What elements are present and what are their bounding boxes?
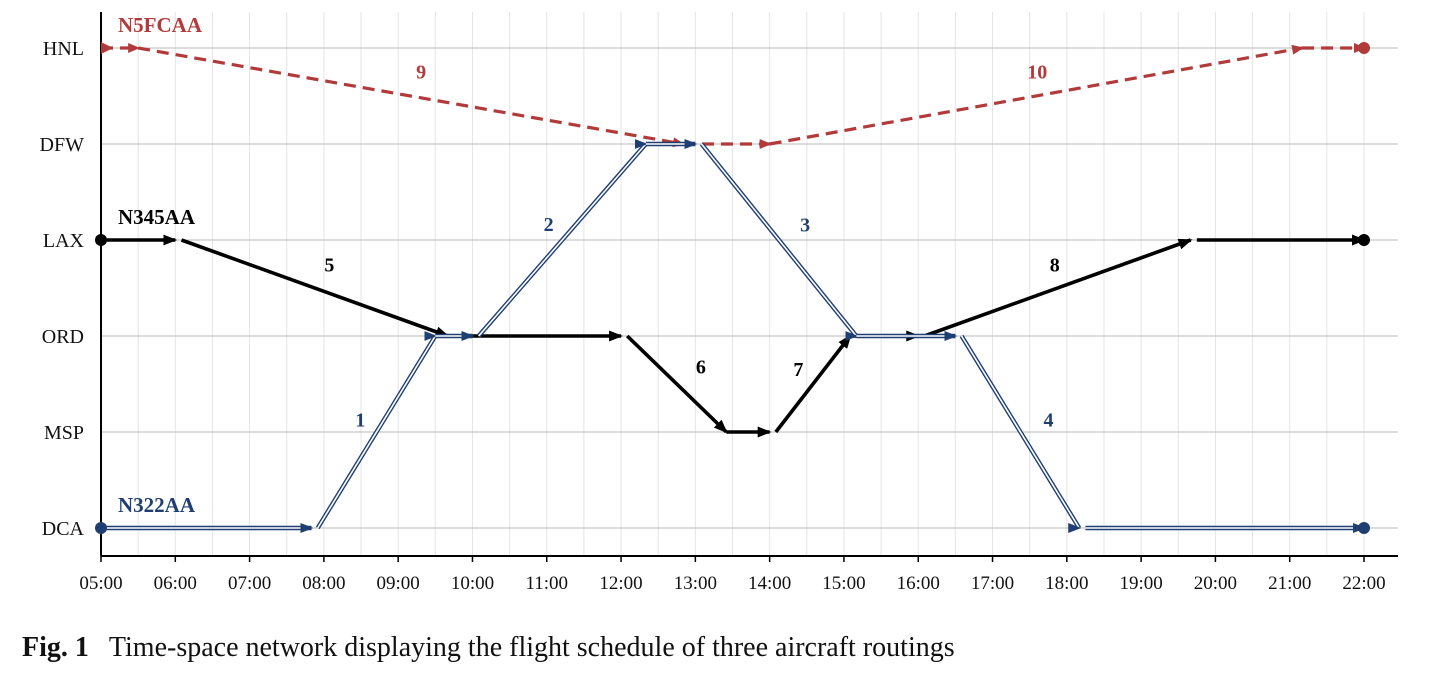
x-tick-label: 11:00 bbox=[525, 573, 568, 594]
flight-arc-1-inner bbox=[317, 335, 437, 529]
x-tick-label: 06:00 bbox=[154, 573, 197, 594]
series-N5FCAA: 9 10 N5FCAA bbox=[101, 13, 1370, 149]
time-space-network-chart: 05:00 06:00 07:00 08:00 09:00 10:00 11:00 12:00… bbox=[40, 12, 1398, 594]
flight-arc-2-inner bbox=[478, 143, 647, 337]
start-marker bbox=[101, 42, 113, 54]
flight-arc-4-inner bbox=[960, 335, 1080, 529]
flight-label: 9 bbox=[416, 61, 426, 83]
x-tick-label: 12:00 bbox=[599, 573, 642, 594]
end-marker bbox=[1358, 42, 1370, 54]
flight-label: 8 bbox=[1050, 255, 1060, 277]
series-N322AA: 1 2 3 4 N322AA bbox=[95, 139, 1370, 534]
flight-label: 5 bbox=[324, 255, 334, 277]
flight-label: 4 bbox=[1044, 409, 1054, 431]
flight-label: 1 bbox=[355, 409, 365, 431]
flight-arc-9 bbox=[137, 46, 685, 148]
x-tick-label: 19:00 bbox=[1119, 573, 1162, 594]
x-tick-label: 05:00 bbox=[79, 573, 122, 594]
caption-label: Fig. 1 bbox=[22, 632, 89, 663]
series-N345AA: 5 6 7 8 N345AA bbox=[95, 205, 1370, 438]
y-tick-label: MSP bbox=[44, 422, 84, 444]
y-tick-label: DCA bbox=[42, 518, 85, 540]
y-tick-label: LAX bbox=[43, 230, 85, 252]
x-tick-label: 22:00 bbox=[1342, 573, 1385, 594]
x-tick-label: 10:00 bbox=[451, 573, 494, 594]
x-tick-label: 08:00 bbox=[302, 573, 345, 594]
caption-text: Time-space network displaying the flight… bbox=[108, 632, 955, 663]
x-tick-label: 17:00 bbox=[971, 573, 1014, 594]
series-name-label: N345AA bbox=[118, 205, 196, 229]
flight-arc-8 bbox=[923, 238, 1193, 338]
x-tick-label: 13:00 bbox=[674, 573, 717, 594]
start-marker bbox=[95, 522, 107, 534]
y-tick-label: HNL bbox=[43, 38, 84, 60]
x-tick-label: 21:00 bbox=[1268, 573, 1311, 594]
y-tick-label: DFW bbox=[40, 134, 85, 156]
flight-label: 3 bbox=[800, 215, 810, 237]
flight-label: 7 bbox=[793, 359, 803, 381]
x-tick-label: 18:00 bbox=[1045, 573, 1088, 594]
series-name-label: N5FCAA bbox=[118, 13, 203, 37]
y-tick-label: ORD bbox=[42, 326, 84, 348]
flight-label: 2 bbox=[544, 214, 554, 236]
flight-arc-6 bbox=[625, 334, 728, 434]
x-tick-label: 07:00 bbox=[228, 573, 271, 594]
x-tick-label: 16:00 bbox=[897, 573, 940, 594]
flight-arc-10 bbox=[769, 44, 1305, 146]
flight-arc-7 bbox=[774, 334, 852, 434]
start-marker bbox=[95, 234, 107, 246]
series-name-label: N322AA bbox=[118, 493, 196, 517]
series: 9 10 N5FCAA 5 6 7 8 N345AA 1 2 3 4 N322AA bbox=[95, 13, 1370, 534]
x-tick-label: 15:00 bbox=[822, 573, 865, 594]
flight-arc-3-inner bbox=[700, 143, 857, 337]
flight-arc-5 bbox=[180, 238, 450, 338]
end-marker bbox=[1358, 522, 1370, 534]
x-tick-label: 09:00 bbox=[377, 573, 420, 594]
axes: 05:00 06:00 07:00 08:00 09:00 10:00 11:00 12:00… bbox=[40, 12, 1398, 594]
grid bbox=[100, 12, 1398, 556]
x-tick-label: 20:00 bbox=[1194, 573, 1237, 594]
end-marker bbox=[1358, 234, 1370, 246]
figure-caption: Fig. 1 Time-space network displaying the … bbox=[22, 632, 955, 664]
x-tick-label: 14:00 bbox=[748, 573, 791, 594]
flight-label: 6 bbox=[696, 356, 706, 378]
flight-label: 10 bbox=[1027, 61, 1047, 83]
